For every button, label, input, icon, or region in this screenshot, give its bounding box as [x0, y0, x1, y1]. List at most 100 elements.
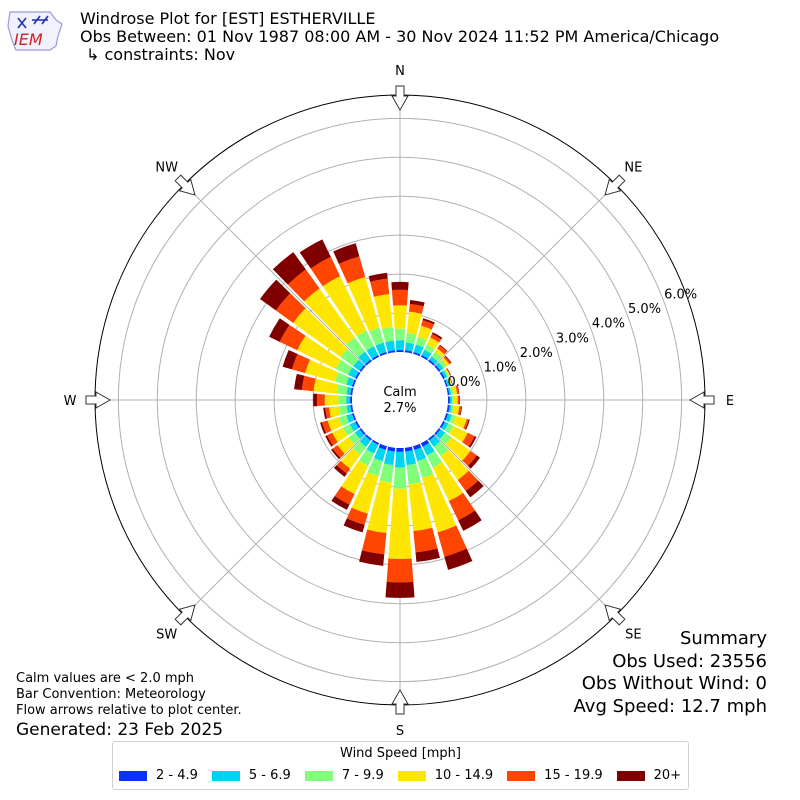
direction-label-e: E — [726, 394, 734, 409]
bar-segment — [413, 527, 438, 553]
bar-segment — [441, 421, 449, 431]
bar-convention-note: Bar Convention: Meteorology — [16, 687, 206, 702]
bar-segment — [394, 328, 406, 341]
chart-title: Windrose Plot for [EST] ESTHERVILLE — [80, 9, 376, 28]
bar-segment — [346, 507, 368, 525]
bar-segment — [457, 406, 462, 416]
legend-swatch — [211, 770, 240, 781]
bar-segment — [459, 395, 461, 405]
bar-segment — [395, 340, 405, 351]
bar-segment — [342, 424, 354, 436]
bar-segment — [352, 441, 367, 455]
bar-segment — [413, 351, 421, 357]
bar-segment — [293, 308, 348, 358]
direction-arrow — [688, 391, 715, 409]
bar-segment — [359, 365, 366, 372]
bar-segment — [310, 256, 341, 287]
legend-label: 5 - 6.9 — [248, 768, 291, 783]
bar-segment — [431, 332, 443, 340]
bar-segment — [449, 386, 454, 395]
bar-segment — [432, 462, 464, 502]
bar-segment — [417, 457, 434, 479]
bar-segment — [391, 281, 409, 290]
direction-label-ne: NE — [624, 161, 642, 176]
legend-label: 15 - 19.9 — [544, 768, 603, 783]
bar-segment — [368, 272, 388, 282]
bar-segment — [438, 359, 447, 369]
bar-segment — [445, 437, 471, 461]
direction-label-sw: SW — [156, 627, 177, 642]
legend-swatch — [397, 770, 426, 781]
grid-spoke — [399, 399, 617, 617]
bar-segment — [382, 327, 394, 343]
direction-arrow — [391, 85, 409, 112]
bar-segment — [446, 404, 450, 413]
direction-label-s: S — [396, 724, 404, 739]
radial-tick-label: 2.0% — [520, 346, 553, 361]
direction-arrow — [174, 174, 196, 196]
direction-label-w: W — [64, 394, 77, 409]
bar-segment — [452, 405, 460, 415]
bar-segment — [445, 413, 452, 423]
bar-segment — [434, 348, 445, 358]
legend-item: 15 - 19.9 — [507, 768, 603, 783]
wind-speed-legend: Wind Speed [mph] 2 - 4.9 5 - 6.9 7 - 9.9 10… — [112, 741, 689, 790]
bar-segment — [373, 447, 386, 462]
bar-segment — [443, 379, 448, 387]
summary-title: Summary — [680, 628, 767, 649]
flow-arrows-note: Flow arrows relative to plot center. — [16, 703, 242, 718]
grid-spoke — [183, 399, 401, 617]
bar-segment — [272, 252, 306, 285]
bar-segment — [367, 457, 383, 477]
bar-segment — [350, 387, 354, 396]
bar-segment — [422, 318, 435, 325]
direction-label-se: SE — [625, 627, 641, 642]
bar-segment — [387, 446, 396, 452]
bar-segment — [405, 450, 417, 466]
bar-segment — [351, 472, 379, 514]
bar-segment — [391, 289, 409, 306]
legend-item: 5 - 6.9 — [211, 768, 291, 783]
bar-segment — [428, 434, 435, 441]
bar-segment — [356, 330, 375, 351]
bar-segment — [379, 351, 387, 357]
bar-segment — [336, 384, 348, 395]
bar-segment — [457, 385, 460, 395]
legend-swatch — [119, 770, 147, 781]
bar-segment — [366, 346, 379, 359]
bar-segment — [457, 395, 460, 405]
bar-segment — [338, 405, 348, 416]
bar-segment — [378, 443, 387, 450]
bar-segment — [334, 486, 355, 505]
bar-segment — [366, 441, 379, 454]
bar-segment — [453, 395, 458, 405]
bar-segment — [332, 445, 345, 458]
bar-segment — [413, 443, 422, 450]
bar-segment — [404, 350, 413, 354]
bar-segment — [465, 480, 484, 498]
legend-item: 7 - 9.9 — [304, 768, 384, 783]
bar-segment — [404, 446, 413, 452]
bar-segment — [435, 362, 444, 371]
legend-swatch — [507, 770, 536, 781]
iem-logo: IEM — [7, 11, 63, 51]
bar-segment — [446, 378, 452, 386]
legend-item: 2 - 4.9 — [119, 768, 198, 783]
bar-segment — [346, 396, 351, 404]
bar-segment — [421, 320, 435, 330]
legend-label: 10 - 14.9 — [434, 768, 494, 783]
bar-segment — [346, 337, 366, 358]
bar-segment — [406, 311, 422, 335]
bar-segment — [324, 394, 339, 406]
legend-swatch — [616, 770, 645, 781]
bar-segment — [346, 386, 352, 395]
bar-segment — [445, 368, 451, 377]
direction-arrow — [85, 391, 112, 409]
bar-segment — [365, 434, 372, 441]
bar-segment — [459, 406, 463, 416]
bar-segment — [446, 387, 450, 396]
bar-segment — [294, 373, 305, 391]
bar-segment — [320, 422, 327, 435]
bar-segment — [444, 548, 473, 570]
